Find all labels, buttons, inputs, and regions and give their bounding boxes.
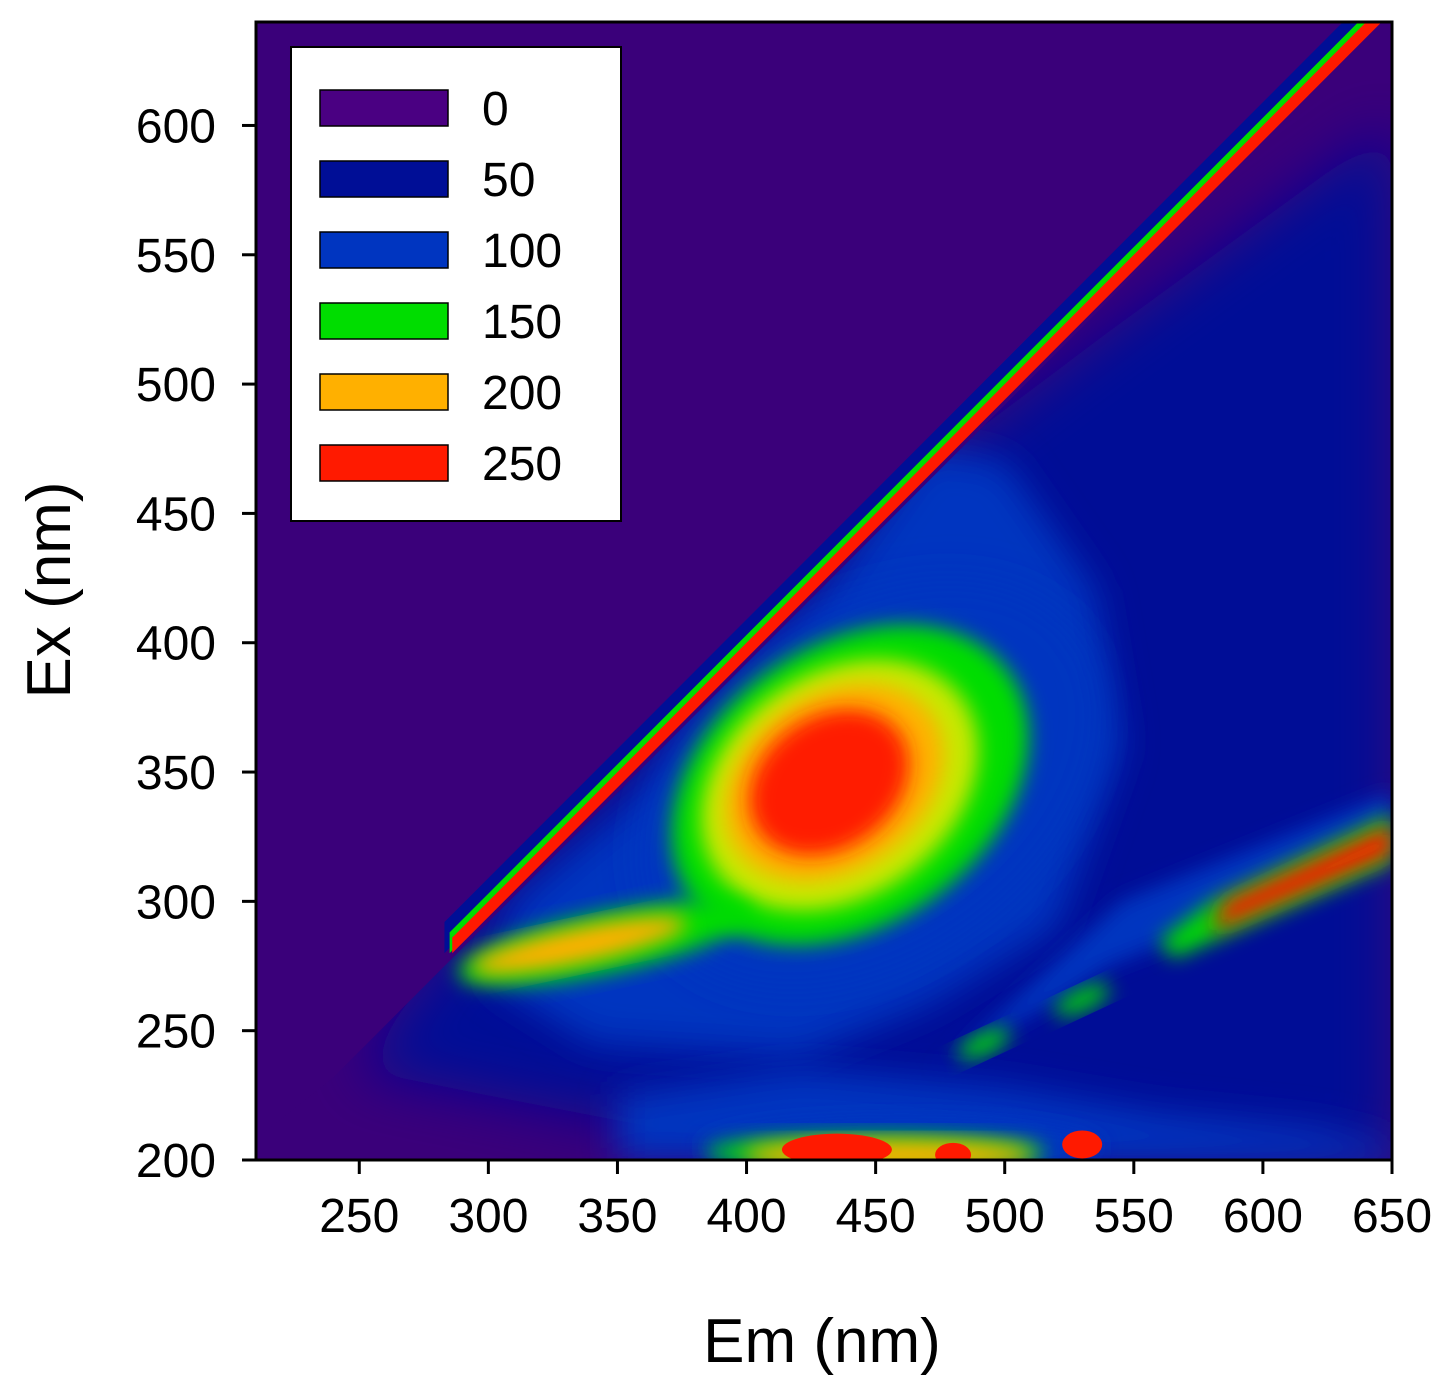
legend-label: 0 — [482, 83, 509, 136]
island-level-150 — [958, 1028, 1010, 1059]
main-peak-level-250 — [749, 709, 910, 856]
legend-label: 200 — [482, 367, 562, 420]
y-ticks: 200 250 300 350 400 450 500 550 600 — [136, 100, 256, 1188]
shoulder-level-200 — [471, 916, 687, 975]
x-tick-label: 650 — [1352, 1190, 1432, 1243]
scatter2-level-250 — [1211, 823, 1392, 933]
contour-layer — [256, 22, 1392, 1160]
legend-swatch — [319, 89, 449, 127]
x-axis-label: Em (nm) — [703, 1307, 941, 1376]
island-level-150b — [1054, 984, 1110, 1016]
x-axis: 250 300 350 400 450 500 550 600 650 — [319, 1160, 1432, 1243]
low-band-peak-2 — [935, 1142, 972, 1160]
x-ticks: 250 300 350 400 450 500 550 600 650 — [319, 1160, 1432, 1243]
plot-area — [254, 20, 1394, 1162]
x-tick-label: 500 — [965, 1190, 1045, 1243]
x-tick-label: 600 — [1223, 1190, 1303, 1243]
legend-swatch — [319, 302, 449, 340]
y-tick-label: 250 — [136, 1006, 216, 1059]
y-tick-label: 600 — [136, 100, 216, 153]
x-tick-label: 400 — [706, 1190, 786, 1243]
legend-swatch — [319, 231, 449, 269]
plot-frame — [254, 20, 1394, 1162]
x-tick-label: 550 — [1094, 1190, 1174, 1243]
legend-swatch — [319, 444, 449, 482]
legend-label: 150 — [482, 296, 562, 349]
legend-label: 100 — [482, 225, 562, 278]
x-tick-label: 350 — [577, 1190, 657, 1243]
y-tick-label: 400 — [136, 618, 216, 671]
legend-swatch — [319, 160, 449, 198]
y-axis: 200 250 300 350 400 450 500 550 600 — [136, 100, 256, 1188]
y-tick-label: 350 — [136, 747, 216, 800]
y-tick-label: 450 — [136, 488, 216, 541]
y-tick-label: 500 — [136, 359, 216, 412]
legend-items: 0 50 100 150 200 250 — [319, 83, 562, 491]
x-tick-label: 250 — [319, 1190, 399, 1243]
x-tick-label: 300 — [448, 1190, 528, 1243]
legend-label: 250 — [482, 438, 562, 491]
scatter2-level-100 — [927, 792, 1392, 1073]
y-axis-label: Ex (nm) — [15, 482, 84, 699]
legend-label: 50 — [482, 154, 535, 207]
legend: 0 50 100 150 200 250 — [290, 46, 622, 522]
y-tick-label: 550 — [136, 230, 216, 283]
y-tick-label: 300 — [136, 876, 216, 929]
y-tick-label: 200 — [136, 1135, 216, 1188]
x-tick-label: 450 — [836, 1190, 916, 1243]
low-band-peak-3 — [1062, 1130, 1103, 1159]
low-band-peak-1 — [781, 1133, 892, 1160]
rayleigh-level-250 — [452, 22, 1382, 954]
legend-swatch — [319, 373, 449, 411]
